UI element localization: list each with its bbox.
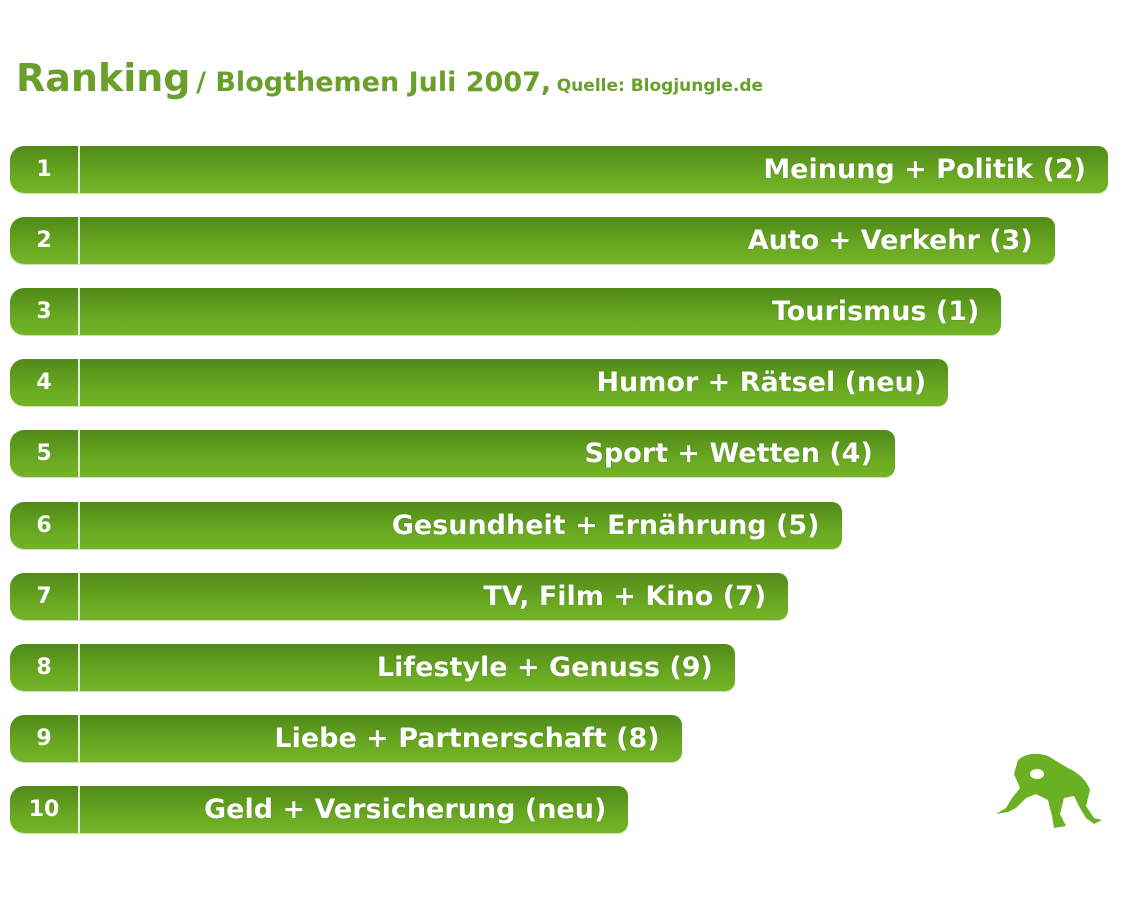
title-source: Quelle: Blogjungle.de xyxy=(556,76,764,96)
rank-number: 6 xyxy=(10,501,80,549)
bar-9: 9 Liebe + Partnerschaft (8) xyxy=(10,714,682,762)
chart-title: Ranking / Blogthemen Juli 2007, Quelle: … xyxy=(16,56,763,100)
bar-label: Auto + Verkehr (3) xyxy=(747,225,1033,257)
bar-label: Humor + Rätsel (neu) xyxy=(596,367,927,399)
bar-label: Meinung + Politik (2) xyxy=(763,154,1086,185)
bar-label: Tourismus (1) xyxy=(771,296,980,328)
bar-6: 6 Gesundheit + Ernährung (5) xyxy=(10,501,842,549)
bar-label: Lifestyle + Genuss (9) xyxy=(376,651,713,683)
bar-3: 3 Tourismus (1) xyxy=(10,288,1002,336)
bar-7: 7 TV, Film + Kino (7) xyxy=(10,572,789,620)
rank-number: 7 xyxy=(10,572,80,620)
rank-number: 2 xyxy=(10,217,80,265)
bar-10: 10 Geld + Versicherung (neu) xyxy=(10,785,629,833)
title-sub: / Blogthemen Juli 2007, xyxy=(196,67,552,98)
rank-number: 10 xyxy=(10,785,80,833)
bar-label: TV, Film + Kino (7) xyxy=(483,580,767,612)
bar-label: Liebe + Partnerschaft (8) xyxy=(274,722,660,754)
bar-label: Geld + Versicherung (neu) xyxy=(203,793,607,825)
rank-number: 4 xyxy=(10,359,80,407)
bar-label: Gesundheit + Ernährung (5) xyxy=(391,509,820,541)
rank-number: 3 xyxy=(10,288,80,336)
bar-1: 1 Meinung + Politik (2) xyxy=(10,146,1108,193)
rank-number: 8 xyxy=(10,643,80,691)
frog-icon xyxy=(996,753,1102,828)
bar-4: 4 Humor + Rätsel (neu) xyxy=(10,359,949,407)
bar-5: 5 Sport + Wetten (4) xyxy=(10,430,895,478)
bar-2: 2 Auto + Verkehr (3) xyxy=(10,217,1055,265)
bar-8: 8 Lifestyle + Genuss (9) xyxy=(10,643,735,691)
title-main: Ranking xyxy=(16,56,191,100)
rank-number: 5 xyxy=(10,430,80,478)
rank-number: 1 xyxy=(10,146,80,193)
bar-label: Sport + Wetten (4) xyxy=(584,438,873,470)
rank-number: 9 xyxy=(10,714,80,762)
